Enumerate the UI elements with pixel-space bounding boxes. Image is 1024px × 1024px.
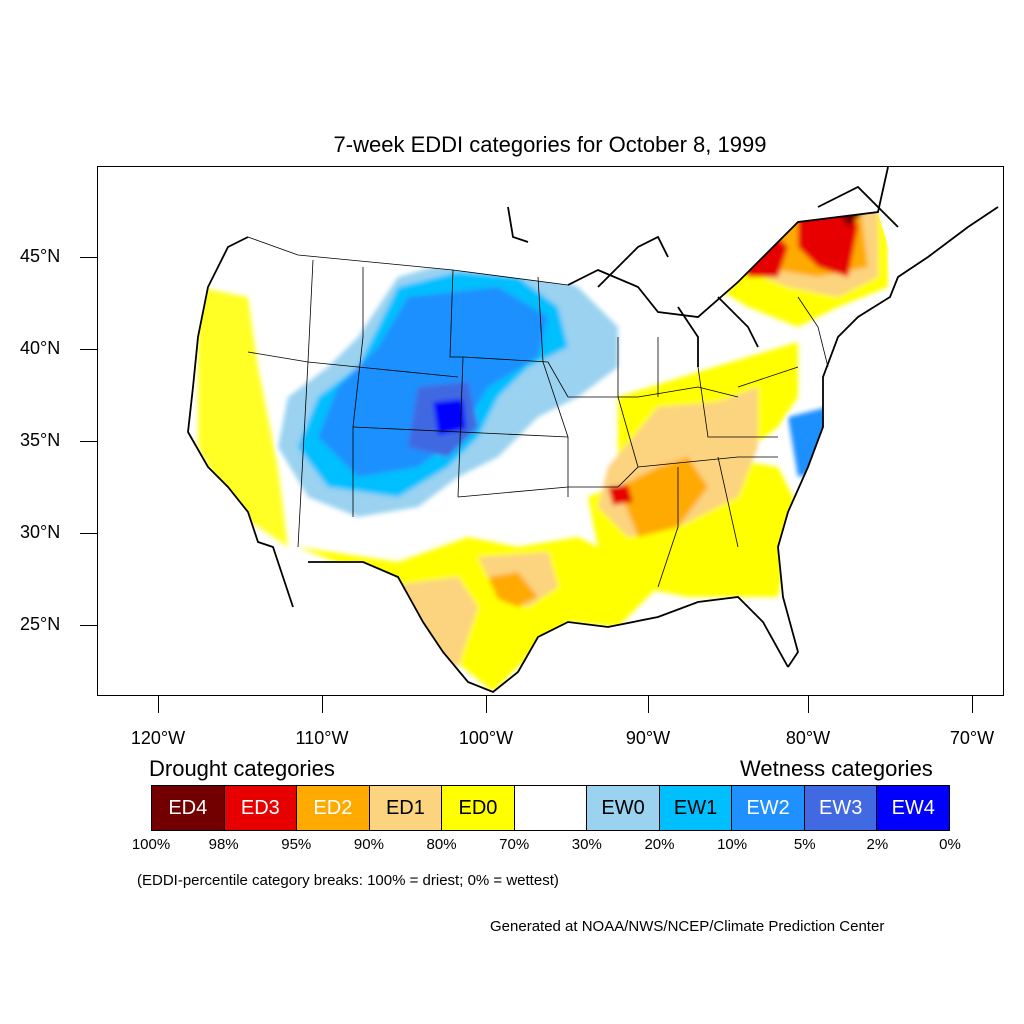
legend-category-ed0: ED0 bbox=[442, 786, 515, 830]
lon-tick bbox=[486, 696, 487, 713]
legend-category-ew1: EW1 bbox=[659, 786, 733, 830]
lat-tick bbox=[80, 257, 97, 258]
legend-category-ed1: ED1 bbox=[369, 786, 443, 830]
map-title: 7-week EDDI categories for October 8, 19… bbox=[333, 132, 767, 157]
eddi-shading bbox=[198, 212, 888, 692]
lat-tick bbox=[80, 533, 97, 534]
lon-label-90: 90°W bbox=[625, 728, 671, 748]
map-panel bbox=[97, 166, 1004, 696]
lat-tick bbox=[80, 349, 97, 350]
legend-break-label: 2% bbox=[866, 836, 889, 853]
lat-label-35: 35°N bbox=[20, 430, 61, 450]
lat-label-30: 30°N bbox=[20, 522, 61, 542]
lat-tick bbox=[80, 441, 97, 442]
state-boundaries bbox=[247, 236, 829, 588]
lon-tick bbox=[648, 696, 649, 713]
legend-break-label: 80% bbox=[426, 836, 457, 853]
lon-tick bbox=[158, 696, 159, 713]
legend-break-label: 95% bbox=[281, 836, 312, 853]
eddi-map bbox=[187, 167, 999, 694]
legend-break-label: 30% bbox=[571, 836, 602, 853]
lon-label-120: 120°W bbox=[130, 728, 186, 748]
legend-break-label: 100% bbox=[131, 836, 171, 853]
legend-break-label: 70% bbox=[499, 836, 530, 853]
credit-line: Generated at NOAA/NWS/NCEP/Climate Predi… bbox=[490, 918, 885, 935]
legend-category-ed2: ED2 bbox=[297, 786, 370, 830]
lat-label-40: 40°N bbox=[20, 338, 61, 358]
legend-colorbar: ED4 ED3 ED2 ED1 ED0 EW0 EW1 EW2 EW3 EW4 bbox=[151, 785, 950, 831]
lon-label-110: 110°W bbox=[295, 728, 349, 748]
legend-category-ed3: ED3 bbox=[224, 786, 298, 830]
legend-category-ed4: ED4 bbox=[152, 786, 225, 830]
lat-label-45: 45°N bbox=[20, 246, 61, 266]
lon-label-100: 100°W bbox=[458, 728, 514, 748]
coastlines bbox=[187, 167, 999, 694]
lon-label-70: 70°W bbox=[949, 728, 995, 748]
lon-label-80: 80°W bbox=[785, 728, 831, 748]
legend-category-ew2: EW2 bbox=[732, 786, 805, 830]
legend-break-label: 5% bbox=[793, 836, 816, 853]
wetness-heading: Wetness categories bbox=[740, 756, 933, 781]
legend-category-ew0: EW0 bbox=[587, 786, 660, 830]
legend-break-label: 98% bbox=[208, 836, 239, 853]
legend-break-label: 90% bbox=[353, 836, 384, 853]
category-note: (EDDI-percentile category breaks: 100% =… bbox=[137, 872, 559, 889]
legend-break-label: 10% bbox=[717, 836, 748, 853]
lon-tick bbox=[808, 696, 809, 713]
legend-break-label: 0% bbox=[939, 836, 961, 853]
lat-label-25: 25°N bbox=[20, 614, 61, 634]
drought-heading: Drought categories bbox=[149, 756, 335, 781]
lon-tick bbox=[322, 696, 323, 713]
lon-tick bbox=[972, 696, 973, 713]
legend-break-label: 20% bbox=[644, 836, 675, 853]
legend-category-ew3: EW3 bbox=[804, 786, 878, 830]
legend-category-ew4: EW4 bbox=[877, 786, 950, 830]
lat-tick bbox=[80, 625, 97, 626]
legend-category-neutral bbox=[514, 786, 588, 830]
